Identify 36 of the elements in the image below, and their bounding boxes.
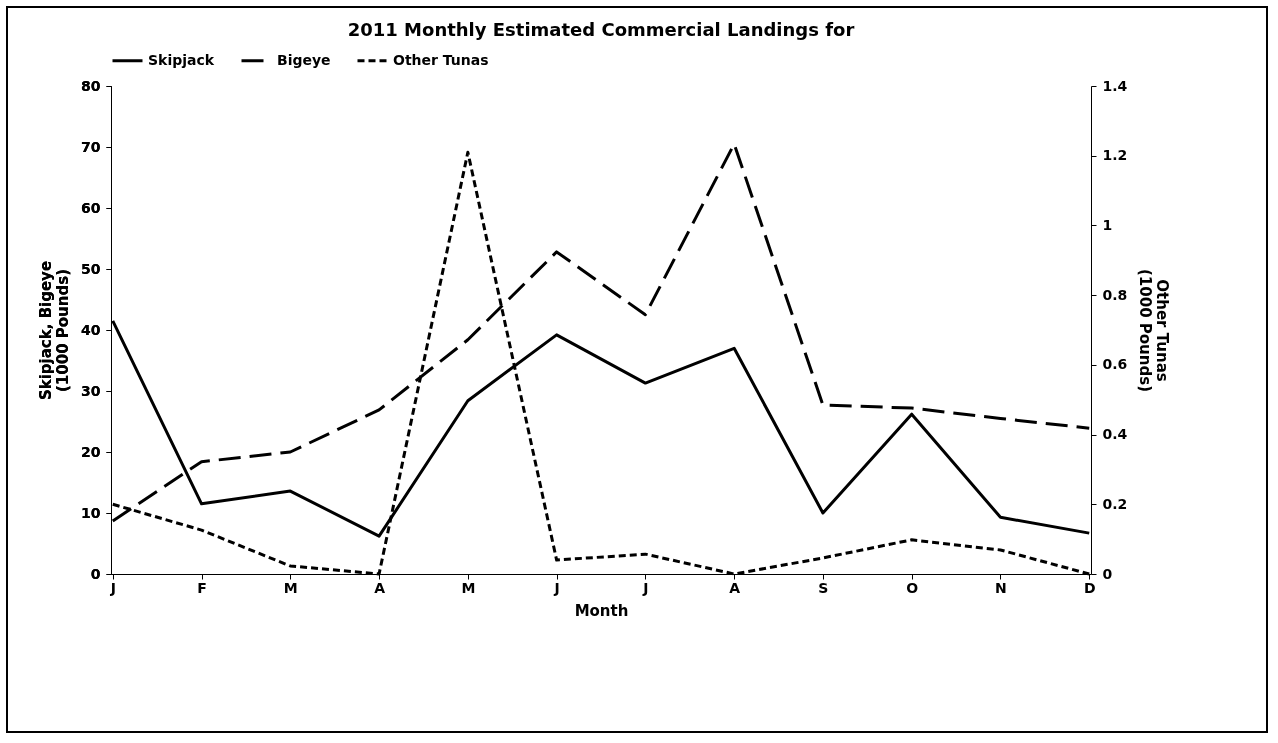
y-tick-label: 80: [81, 77, 101, 94]
x-tick-label: N: [995, 579, 1007, 596]
y-axis-title: Skipjack, Bigeye (1000 Pounds): [37, 260, 73, 401]
y-tick-label: 60: [81, 199, 101, 216]
legend-label: Skipjack: [148, 51, 215, 68]
y2-tick-label: 0.2: [1102, 495, 1128, 512]
x-axis-title: Month: [574, 601, 629, 620]
x-tick-label: M: [283, 579, 298, 596]
y-tick-label: 40: [81, 321, 101, 338]
x-tick-label: S: [818, 579, 829, 596]
x-tick-label: D: [1083, 579, 1096, 596]
y-tick-label: 20: [81, 443, 101, 460]
legend-label: Bigeye: [277, 51, 331, 68]
y-tick-label: 0: [90, 565, 101, 582]
y-tick-label: 50: [81, 260, 101, 277]
y2-tick-label: 0.6: [1102, 356, 1128, 373]
legend-label: Other Tunas: [393, 51, 489, 68]
y2-tick-label: 1: [1102, 216, 1113, 233]
x-tick-label: J: [553, 579, 560, 596]
y2-tick-label: 0.4: [1102, 426, 1128, 443]
x-tick-label: A: [374, 579, 386, 596]
y-tick-label: 10: [81, 504, 101, 521]
y-tick-label: 70: [81, 138, 101, 155]
y-tick-label: 30: [81, 382, 101, 399]
x-tick-label: J: [109, 579, 116, 596]
chart-title: 2011 Monthly Estimated Commercial Landings for: [347, 19, 855, 40]
y2-tick-label: 0.8: [1102, 286, 1128, 303]
y2-tick-label: 1.4: [1102, 77, 1128, 94]
x-tick-label: M: [461, 579, 476, 596]
x-tick-label: O: [906, 579, 919, 596]
y2-tick-label: 1.2: [1102, 147, 1128, 164]
x-tick-label: F: [197, 579, 207, 596]
y2-axis-title: Other Tunas (1000 Pounds): [1136, 268, 1172, 393]
x-tick-label: J: [642, 579, 649, 596]
y2-tick-label: 0: [1102, 565, 1113, 582]
x-tick-label: A: [729, 579, 741, 596]
